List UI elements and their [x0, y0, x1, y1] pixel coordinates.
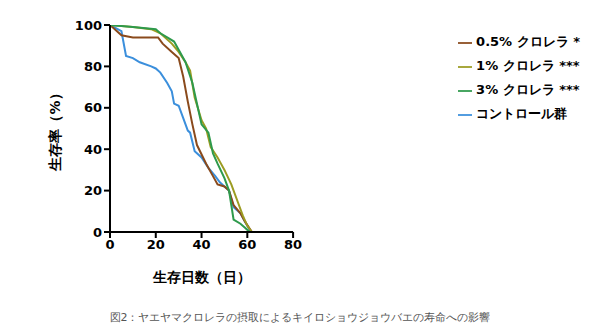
svg-text:80: 80	[84, 59, 102, 74]
svg-text:20: 20	[84, 183, 102, 198]
svg-text:80: 80	[284, 237, 302, 252]
svg-text:60: 60	[84, 100, 102, 115]
svg-text:60: 60	[238, 237, 256, 252]
html-text:図2：ヤエヤマクロレラの摂取によるキイロショウジョウバエの寿: 図2：ヤエヤマクロレラの摂取によるキイロショウジョウバエの寿命への影響	[109, 311, 491, 324]
html-text:0.5% クロレラ *: 0.5% クロレラ *	[476, 34, 580, 49]
svg-text:生存率（%）: 生存率（%）	[47, 86, 63, 171]
svg-text:100: 100	[75, 18, 102, 33]
svg-text:20: 20	[147, 237, 165, 252]
svg-text:0: 0	[105, 237, 114, 252]
svg-text:0: 0	[93, 225, 102, 240]
svg-text:40: 40	[84, 142, 102, 157]
svg-text:40: 40	[193, 237, 211, 252]
html-text:3% クロレラ ***: 3% クロレラ ***	[476, 82, 580, 97]
svg-text:生存日数（日）: 生存日数（日）	[152, 269, 251, 285]
html-text:1% クロレラ ***: 1% クロレラ ***	[476, 58, 580, 73]
html-text:コントロール群: コントロール群	[476, 106, 568, 121]
